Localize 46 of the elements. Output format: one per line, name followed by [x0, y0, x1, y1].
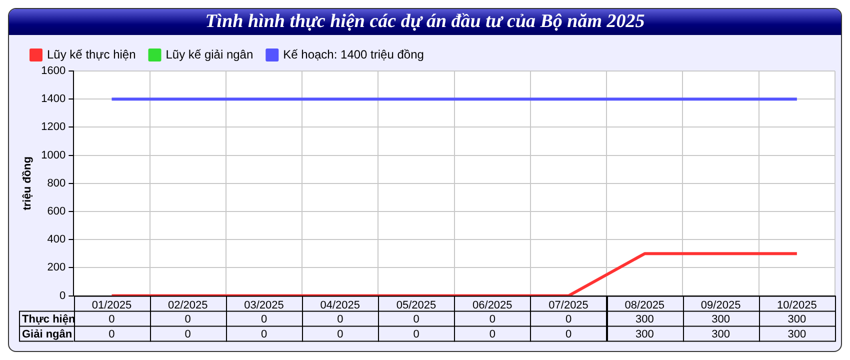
text: 0	[108, 328, 115, 340]
text: 0	[565, 328, 572, 340]
x-tick-label: 02/2025	[168, 299, 208, 312]
y-tick-label: 200	[47, 262, 66, 274]
legend-label: Lũy kế giải ngân	[166, 47, 254, 62]
x-tick-label: 08/2025	[624, 299, 665, 312]
text: 0	[413, 328, 420, 340]
y-tick-label: 0	[60, 290, 66, 302]
y-tick-label: 600	[47, 206, 66, 218]
y-tick-label: 1200	[41, 121, 66, 134]
data-label: 0	[108, 313, 115, 326]
text: Giải ngân	[22, 328, 72, 340]
legend-label: Lũy kế thực hiện	[47, 47, 136, 62]
data-label: 0	[337, 313, 344, 326]
data-label: 0	[184, 313, 191, 326]
data-label: 300	[635, 313, 654, 326]
x-tick-label: 04/2025	[320, 299, 360, 312]
data-label: 0	[489, 313, 496, 326]
data-label: 300	[788, 313, 806, 326]
x-tick-label: 10/2025	[777, 299, 817, 312]
text: Thực hiện	[22, 313, 76, 326]
y-tick-label: 400	[47, 234, 66, 246]
text: 300	[712, 328, 730, 340]
text: 0	[184, 328, 191, 340]
y-tick-label: 1000	[41, 149, 66, 162]
text: 0	[260, 328, 268, 340]
legend-label: Kế hoạch: 1400 triệu đồng	[283, 47, 424, 62]
text: 300	[635, 328, 654, 340]
x-tick-label: 01/2025	[92, 299, 132, 312]
text: 0	[489, 328, 496, 340]
data-label: 0	[565, 313, 572, 326]
x-tick-label: 05/2025	[396, 299, 436, 312]
x-tick-label: 09/2025	[700, 299, 741, 312]
x-tick-label: 07/2025	[548, 299, 588, 312]
text: 0	[337, 328, 344, 340]
y-tick-label: 800	[47, 177, 66, 190]
chart-title: Tình hình thực hiện các dự án đầu tư của Bộ năm 2025	[9, 9, 841, 35]
y-tick-label: 1400	[41, 93, 66, 106]
x-tick-label: 03/2025	[244, 299, 284, 312]
y-tick-label: 1600	[41, 65, 66, 78]
data-label: 0	[413, 313, 420, 326]
y-axis-title: triệu đồng	[22, 156, 34, 210]
x-tick-label: 06/2025	[472, 299, 512, 312]
text: 300	[788, 328, 806, 340]
data-label: 0	[260, 313, 268, 326]
data-label: 300	[712, 313, 730, 326]
